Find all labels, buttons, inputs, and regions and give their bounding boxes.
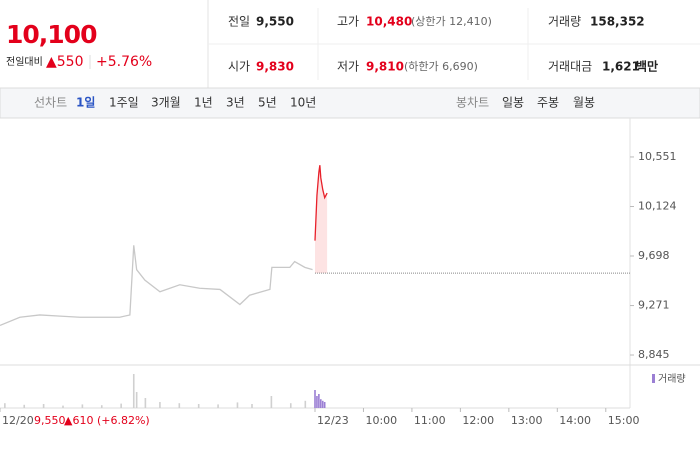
legend-label: 거래량 — [658, 373, 686, 385]
volume-bar — [100, 405, 103, 408]
area — [315, 165, 328, 274]
x-tick-label: 13:00 — [511, 414, 543, 427]
volume-bar — [120, 403, 122, 408]
volume-bar — [197, 404, 200, 408]
tab[interactable]: 1일 — [76, 96, 95, 110]
tab[interactable]: 월봉 — [573, 96, 595, 110]
x-tick-label: 12/20 — [2, 414, 34, 427]
stat-label: 저가 — [337, 60, 359, 74]
y-tick-label: 9,698 — [638, 249, 670, 262]
x-tick-label: 12/23 — [317, 414, 349, 427]
stat-value: 9,810 — [366, 60, 404, 74]
volume-bar — [236, 402, 239, 408]
price-line — [0, 245, 313, 327]
volume-bar — [320, 399, 322, 408]
change-label: 전일대비 — [6, 56, 43, 68]
volume-bar — [289, 403, 292, 408]
stat-label: 거래대금 — [548, 60, 592, 74]
tab-heading: 선차트 — [34, 96, 67, 110]
y-tick-label: 8,845 — [638, 348, 670, 361]
stat-unit: 백만 — [636, 59, 658, 74]
tab-heading: 봉차트 — [456, 96, 489, 110]
volume-bar — [323, 402, 326, 408]
volume-bar — [4, 403, 6, 408]
current-price: 10,100 — [6, 20, 97, 49]
volume-bar — [316, 396, 318, 408]
volume-bar — [62, 405, 64, 408]
y-tick-label: 9,271 — [638, 299, 670, 312]
y-tick-label: 10,551 — [638, 150, 677, 163]
volume-bar — [81, 404, 84, 408]
volume-bar — [251, 404, 253, 408]
tab[interactable]: 5년 — [258, 96, 277, 110]
volume-bar — [321, 400, 324, 408]
tab[interactable]: 10년 — [290, 96, 316, 110]
tab[interactable]: 1주일 — [109, 96, 139, 110]
stat-label: 시가 — [228, 60, 250, 74]
volume-bar — [217, 404, 219, 408]
x-tick-label: 12:00 — [462, 414, 494, 427]
volume-bar — [314, 390, 316, 408]
x-tick-label: 15:00 — [608, 414, 640, 427]
x-tick-label: 14:00 — [559, 414, 591, 427]
tab[interactable]: 3개월 — [151, 96, 181, 110]
x-tick-label: 11:00 — [414, 414, 446, 427]
volume-bar — [304, 400, 307, 408]
footer-change: ▲610 (+6.82%) — [64, 414, 150, 427]
stat-value: 1,621 — [602, 60, 640, 74]
volume-bar — [318, 394, 320, 408]
tab[interactable]: 1년 — [194, 96, 213, 110]
volume-bar — [42, 404, 45, 408]
x-tick-label: 10:00 — [365, 414, 397, 427]
stat-label: 거래량 — [548, 15, 581, 29]
tab[interactable]: 3년 — [226, 96, 245, 110]
change-pct: +5.76% — [96, 54, 152, 70]
stat-note: (하한가 6,690) — [404, 59, 478, 73]
tab[interactable]: 일봉 — [502, 96, 524, 110]
volume-bar — [178, 403, 181, 408]
stat-value: 158,352 — [590, 15, 645, 29]
footer-price: 9,550 — [34, 414, 66, 427]
change: ▲550 — [46, 54, 84, 70]
stat-note: (상한가 12,410) — [411, 15, 492, 28]
stat-value: 10,480 — [366, 15, 412, 29]
y-tick-label: 10,124 — [638, 200, 677, 213]
volume-bar — [144, 398, 147, 408]
stat-value: 9,830 — [256, 60, 294, 74]
volume-bar — [132, 374, 135, 408]
volume-bar — [135, 392, 138, 408]
volume-bar — [23, 404, 26, 408]
tab[interactable]: 주봉 — [537, 96, 559, 110]
tab-bar — [0, 87, 700, 119]
legend-swatch — [652, 374, 655, 383]
volume-bar — [270, 396, 273, 408]
price-line — [314, 165, 328, 241]
stat-value: 9,550 — [256, 15, 294, 29]
volume-bar — [159, 402, 161, 408]
stat-label: 고가 — [337, 15, 359, 29]
stat-label: 전일 — [228, 15, 250, 29]
